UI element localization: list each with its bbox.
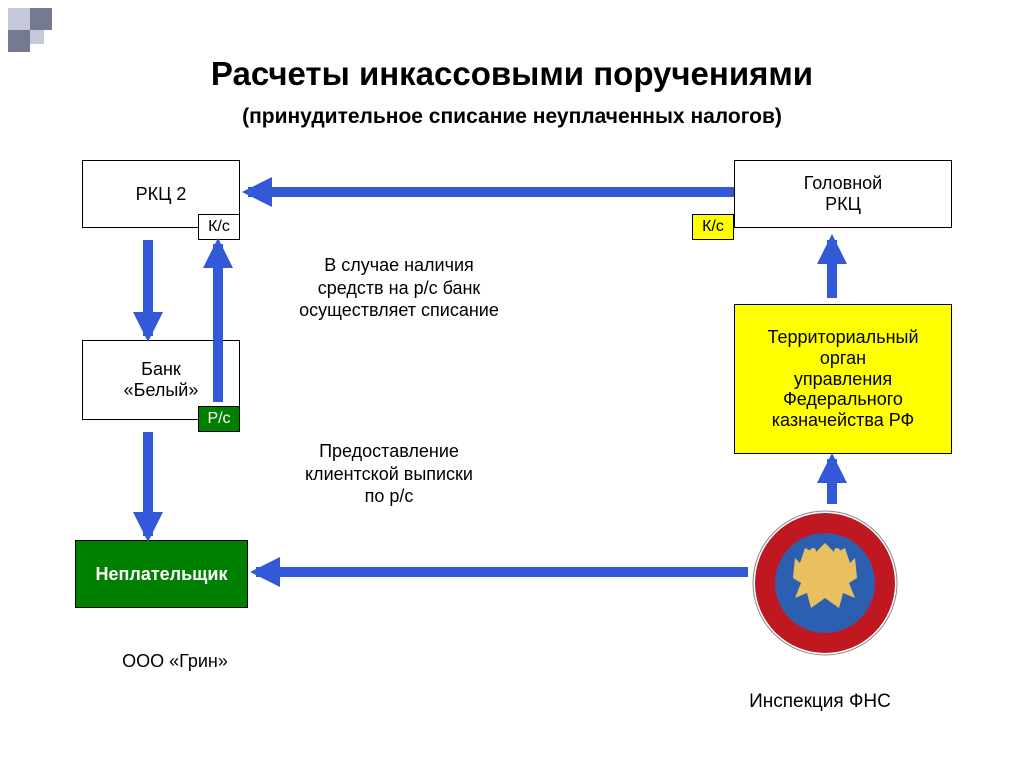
tag-kc-head: К/с	[692, 214, 734, 240]
slide-title: Расчеты инкассовыми поручениями	[0, 55, 1024, 93]
text-spisanie: В случае наличиясредств на р/с банкосуще…	[274, 254, 524, 322]
tag-kc-rkc2: К/с	[198, 214, 240, 240]
corner-sq-2	[30, 8, 52, 30]
corner-sq-3	[8, 30, 30, 52]
corner-sq-4	[30, 30, 44, 44]
text-vypiska: Предоставлениеклиентской выпискипо р/с	[274, 440, 504, 508]
text-inspekciya-fns: Инспекция ФНС	[720, 690, 920, 714]
node-rkc2-label: РКЦ 2	[136, 184, 187, 205]
fns-emblem-icon	[745, 503, 905, 668]
node-bank-label: Банк«Белый»	[124, 359, 199, 400]
node-territorial: ТерриториальныйоргануправленияФедерально…	[734, 304, 952, 454]
text-ooo-grin: ООО «Грин»	[100, 650, 250, 673]
tag-rc-bank: Р/с	[198, 406, 240, 432]
node-rkc-head-label: ГоловнойРКЦ	[804, 173, 882, 214]
node-rkc-head: ГоловнойРКЦ	[734, 160, 952, 228]
slide-subtitle: (принудительное списание неуплаченных на…	[0, 105, 1024, 129]
node-territorial-label: ТерриториальныйоргануправленияФедерально…	[767, 327, 918, 430]
node-nonpayer: Неплательщик	[75, 540, 248, 608]
corner-sq-1	[8, 8, 30, 30]
node-nonpayer-label: Неплательщик	[96, 564, 228, 585]
